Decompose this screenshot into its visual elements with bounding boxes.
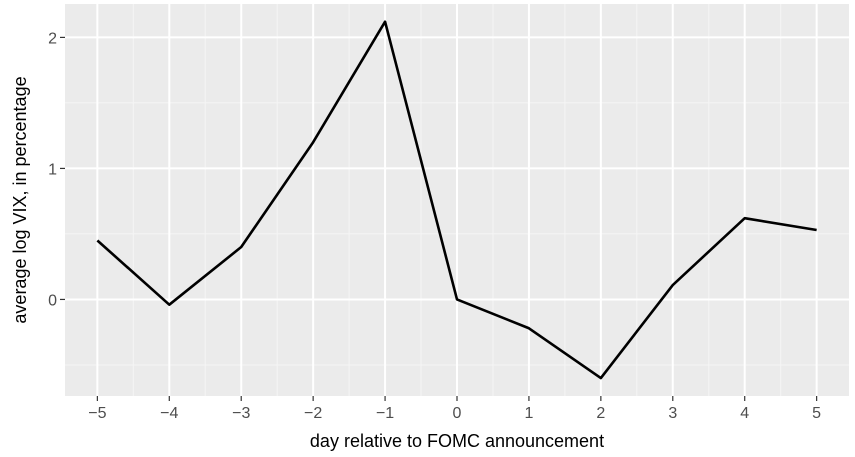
y-axis-title: average log VIX, in percentage [10,76,30,323]
y-tick-label: 0 [48,292,57,309]
y-axis: 0 1 2 [48,30,65,309]
x-axis-title: day relative to FOMC announcement [310,431,604,451]
x-tick-label: −1 [376,405,394,422]
major-gridlines [65,4,849,396]
series-line [96,20,817,380]
x-tick-label: −5 [88,405,106,422]
x-tick-label: 5 [812,405,821,422]
x-tick-label: 1 [524,405,533,422]
x-tick-label: 0 [453,405,462,422]
x-tick-label: 3 [668,405,677,422]
x-tick-label: −3 [232,405,250,422]
x-tick-label: −2 [304,405,322,422]
x-axis: −5 −4 −3 −2 −1 0 1 2 3 4 5 [88,396,821,422]
y-tick-label: 2 [48,30,57,47]
x-tick-label: −4 [160,405,178,422]
x-tick-label: 2 [596,405,605,422]
x-tick-label: 4 [740,405,749,422]
y-tick-label: 1 [48,161,57,178]
